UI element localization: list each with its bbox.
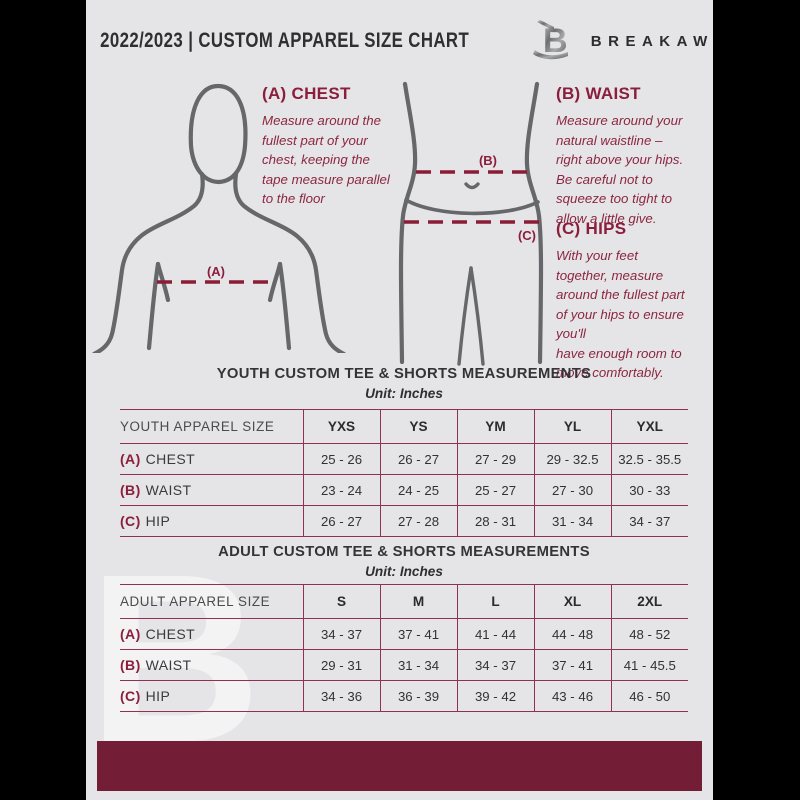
table-cell: 25 - 26 <box>302 443 380 475</box>
row-name: HIP <box>145 688 171 704</box>
table-cell: 36 - 39 <box>379 680 457 712</box>
row-name: WAIST <box>145 657 192 673</box>
waist-guide: (B) WAIST Measure around your natural wa… <box>556 84 713 228</box>
waist-instructions: Measure around your natural waistline – … <box>556 113 684 226</box>
footer-accent-bar <box>97 741 702 791</box>
waist-marker-label: (B) <box>479 153 497 168</box>
table-cell: 29 - 31 <box>302 649 380 681</box>
table-cell: 27 - 30 <box>533 474 611 506</box>
youth-size-ys: YS <box>379 409 457 444</box>
table-row: (A) CHEST 25 - 26 26 - 27 27 - 29 29 - 32… <box>120 443 688 475</box>
table-cell: 41 - 44 <box>456 618 534 650</box>
table-row: (C) HIP 34 - 36 36 - 39 39 - 42 43 - 46 4… <box>120 680 688 712</box>
chest-marker-label: (A) <box>207 264 225 279</box>
adult-size-2xl: 2XL <box>610 584 688 619</box>
table-cell: 32.5 - 35.5 <box>610 443 688 475</box>
row-name: CHEST <box>145 451 196 467</box>
table-cell: 28 - 31 <box>456 505 534 537</box>
hips-instructions: With your feet together, measure around … <box>556 248 685 380</box>
table-cell: 46 - 50 <box>610 680 688 712</box>
table-cell: 30 - 33 <box>610 474 688 506</box>
hips-heading: (C) HIPS <box>556 219 627 238</box>
youth-section-title: YOUTH CUSTOM TEE & SHORTS MEASUREMENTS <box>216 366 592 382</box>
youth-size-yl: YL <box>533 409 611 444</box>
youth-chest-label: (A) CHEST <box>120 444 303 475</box>
table-cell: 31 - 34 <box>379 649 457 681</box>
hips-marker-label: (C) <box>518 228 536 243</box>
page-header: 2022/2023 | CUSTOM APPAREL SIZE CHART B … <box>86 18 713 64</box>
adult-size-m: M <box>379 584 457 619</box>
table-cell: 37 - 41 <box>533 649 611 681</box>
table-cell: 26 - 27 <box>379 443 457 475</box>
table-cell: 27 - 28 <box>379 505 457 537</box>
table-cell: 26 - 27 <box>302 505 380 537</box>
adult-size-table: ADULT APPAREL SIZE S M L XL 2XL (A) CHEST… <box>120 584 688 712</box>
table-cell: 44 - 48 <box>533 618 611 650</box>
youth-header-row: YOUTH APPAREL SIZE YXS YS YM YL YXL <box>120 409 688 444</box>
adult-size-l: L <box>456 584 534 619</box>
table-cell: 25 - 27 <box>456 474 534 506</box>
table-cell: 37 - 41 <box>379 618 457 650</box>
youth-waist-label: (B) WAIST <box>120 474 303 506</box>
table-cell: 34 - 36 <box>302 680 380 712</box>
adult-header-row: ADULT APPAREL SIZE S M L XL 2XL <box>120 584 688 619</box>
table-row: (A) CHEST 34 - 37 37 - 41 41 - 44 44 - 48… <box>120 618 688 650</box>
chest-measurement-figure: (A) <box>92 83 346 353</box>
adult-unit-label: Unit: Inches <box>365 564 443 579</box>
table-cell: 34 - 37 <box>456 649 534 681</box>
table-row: (B) WAIST 23 - 24 24 - 25 25 - 27 27 - 30… <box>120 474 688 506</box>
size-chart-page: B 2022/2023 | CUSTOM APPAREL SIZE CHART … <box>86 0 713 800</box>
youth-size-yxs: YXS <box>302 409 380 444</box>
table-cell: 43 - 46 <box>533 680 611 712</box>
table-row: (C) HIP 26 - 27 27 - 28 28 - 31 31 - 34 3… <box>120 505 688 537</box>
table-cell: 41 - 45.5 <box>610 649 688 681</box>
row-marker: (C) <box>120 688 141 704</box>
adult-size-s: S <box>302 584 380 619</box>
row-name: WAIST <box>145 482 192 498</box>
page-title: 2022/2023 | CUSTOM APPAREL SIZE CHART <box>99 29 469 52</box>
table-cell: 48 - 52 <box>610 618 688 650</box>
breakaway-logo-icon: B <box>532 19 574 63</box>
table-cell: 34 - 37 <box>610 505 688 537</box>
row-name: CHEST <box>145 626 196 642</box>
adult-section-title: ADULT CUSTOM TEE & SHORTS MEASUREMENTS <box>218 544 590 560</box>
hips-guide: (C) HIPS With your feet together, measur… <box>556 219 713 383</box>
brand-wordmark: BREAKAWAY <box>590 32 713 50</box>
youth-size-header: YOUTH APPAREL SIZE <box>120 409 303 444</box>
chest-instructions: Measure around the fullest part of your … <box>262 113 390 206</box>
adult-size-xl: XL <box>533 584 611 619</box>
table-cell: 39 - 42 <box>456 680 534 712</box>
waist-hips-measurement-figure: (B) (C) <box>398 81 544 366</box>
adult-waist-label: (B) WAIST <box>120 649 303 681</box>
adult-chest-label: (A) CHEST <box>120 619 303 650</box>
youth-unit-label: Unit: Inches <box>365 386 443 401</box>
table-cell: 34 - 37 <box>302 618 380 650</box>
waist-heading: (B) WAIST <box>556 84 641 103</box>
row-marker: (B) <box>120 482 141 498</box>
row-marker: (A) <box>120 626 141 642</box>
youth-size-table: YOUTH APPAREL SIZE YXS YS YM YL YXL (A) C… <box>120 409 688 537</box>
adult-hip-label: (C) HIP <box>120 680 303 712</box>
table-row: (B) WAIST 29 - 31 31 - 34 34 - 37 37 - 41… <box>120 649 688 681</box>
youth-hip-label: (C) HIP <box>120 505 303 537</box>
table-cell: 29 - 32.5 <box>533 443 611 475</box>
chest-heading: (A) CHEST <box>262 84 351 103</box>
row-marker: (B) <box>120 657 141 673</box>
adult-size-header: ADULT APPAREL SIZE <box>120 584 303 619</box>
youth-size-ym: YM <box>456 409 534 444</box>
row-marker: (C) <box>120 513 141 529</box>
chest-guide: (A) CHEST Measure around the fullest par… <box>262 84 402 209</box>
table-cell: 31 - 34 <box>533 505 611 537</box>
row-marker: (A) <box>120 451 141 467</box>
table-cell: 27 - 29 <box>456 443 534 475</box>
table-cell: 23 - 24 <box>302 474 380 506</box>
table-cell: 24 - 25 <box>379 474 457 506</box>
row-name: HIP <box>145 513 171 529</box>
youth-size-yxl: YXL <box>610 409 688 444</box>
